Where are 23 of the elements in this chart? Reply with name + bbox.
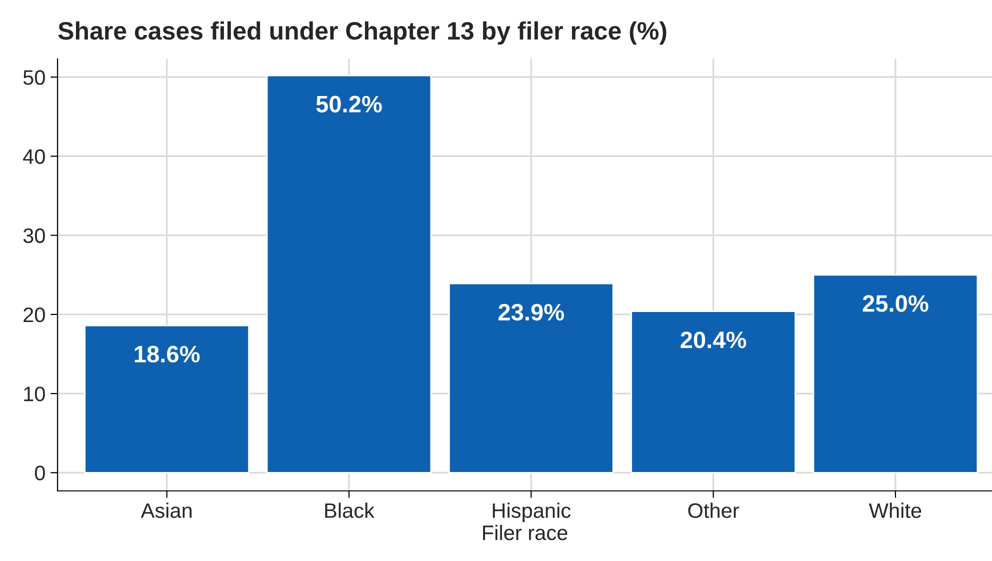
x-tick-label: Hispanic <box>492 502 571 522</box>
x-tick-label: Black <box>325 502 374 518</box>
data-label: 50.2% <box>316 96 382 113</box>
y-tick-label: 10 <box>24 386 45 402</box>
y-tick-label: 50 <box>23 70 45 85</box>
chart-title: Share cases filed under Chapter 13 by filer race (%) <box>58 21 666 45</box>
data-label: 23.9% <box>498 304 564 321</box>
x-axis-title: Filer race <box>483 524 568 540</box>
data-label: 25.0% <box>862 295 928 312</box>
bar <box>630 310 796 474</box>
x-tick-label: White <box>868 502 922 518</box>
y-tick-label: 40 <box>23 149 45 164</box>
bar <box>84 324 250 474</box>
bar <box>266 74 432 474</box>
x-tick-label: Asian <box>140 502 192 518</box>
y-tick-label: 20 <box>24 307 45 322</box>
bar <box>448 282 614 474</box>
y-tick-label: 30 <box>23 228 45 244</box>
bar <box>812 274 978 474</box>
data-label: 20.4% <box>680 332 746 348</box>
y-tick-label: 0 <box>34 466 45 480</box>
x-tick-label: Other <box>688 502 740 518</box>
data-label: 18.6% <box>134 346 200 363</box>
